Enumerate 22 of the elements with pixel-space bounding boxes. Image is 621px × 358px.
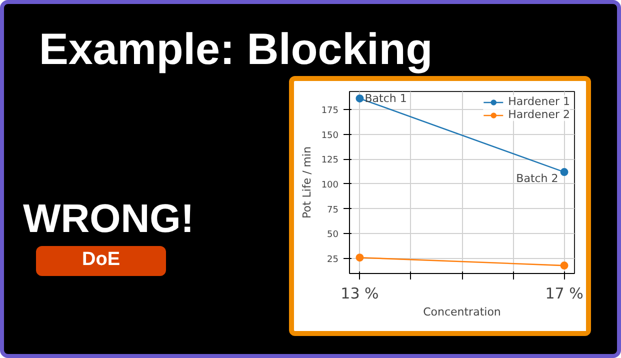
y-axis-title: Pot Life / min [300,146,314,219]
x-tick-label: 17 % [545,284,584,302]
text: DoE [82,248,120,272]
point [356,254,364,262]
annotation: Batch 1 [364,92,407,105]
y-tick-label: 175 [321,106,339,116]
text: WRONG! [23,196,194,243]
point [356,94,364,102]
y-tick-label: 75 [327,205,338,216]
y-tick-label: 125 [321,156,339,166]
y-tick-label: 150 [321,130,339,141]
point [560,168,568,176]
y-tick-label: 50 [327,230,339,240]
point [560,262,568,270]
annotation: Batch 2 [516,172,558,186]
x-axis-title: Concentration [423,306,501,318]
chart-title: Example: Blocking [39,24,433,76]
y-tick-label: 25 [327,255,338,266]
y-tick-label: 100 [321,180,339,190]
legend-label: Hardener 1 [508,95,570,108]
x-tick-label: 13 % [340,284,379,302]
legend-label: Hardener 2 [508,108,570,121]
